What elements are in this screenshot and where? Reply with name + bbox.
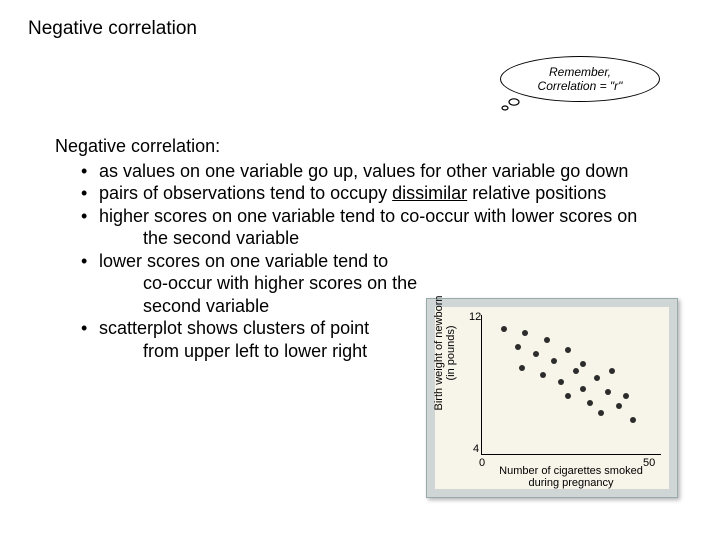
xlabel-line2: during pregnancy xyxy=(528,477,613,489)
ytick-min: 4 xyxy=(473,443,479,455)
scatter-dot xyxy=(598,410,604,416)
ylabel-line2: (in pounds) xyxy=(445,325,457,380)
xlabel-line1: Number of cigarettes smoked xyxy=(499,465,643,477)
bubble-line2: Correlation = "r" xyxy=(538,79,623,93)
scatter-dot xyxy=(519,365,525,371)
scatter-dot xyxy=(609,368,615,374)
list-item: as values on one variable go up, values … xyxy=(81,160,690,183)
scatter-dot xyxy=(616,403,622,409)
page-title: Negative correlation xyxy=(0,0,720,40)
bullet-underline: dissimilar xyxy=(392,183,467,203)
chart-inner: Birth weight of newborn(in pounds) 12 4 … xyxy=(435,307,669,489)
plot-area xyxy=(481,315,661,455)
reminder-bubble: Remember, Correlation = "r" xyxy=(500,56,660,102)
bullet-text: as values on one variable go up, values … xyxy=(99,161,628,181)
scatter-dot xyxy=(522,330,528,336)
bullet-text: scatterplot shows clusters of point xyxy=(99,318,369,338)
scatter-chart: Birth weight of newborn(in pounds) 12 4 … xyxy=(426,298,678,498)
scatter-dot xyxy=(558,379,564,385)
bullet-text: lower scores on one variable tend to xyxy=(99,251,388,271)
scatter-dot xyxy=(544,337,550,343)
list-item: higher scores on one variable tend to co… xyxy=(81,205,690,250)
scatter-dot xyxy=(551,358,557,364)
scatter-dot xyxy=(501,326,507,332)
scatter-dot xyxy=(565,347,571,353)
subheading: Negative correlation: xyxy=(55,135,690,158)
bubble-line1: Remember, xyxy=(549,65,611,79)
bullet-text: relative positions xyxy=(467,183,606,203)
x-axis-label: Number of cigarettes smoked during pregn… xyxy=(481,465,661,489)
list-item: pairs of observations tend to occupy dis… xyxy=(81,182,690,205)
ytick-max: 12 xyxy=(469,311,481,323)
scatter-dot xyxy=(540,372,546,378)
bullet-cont: co-occur with higher scores on the xyxy=(99,272,690,295)
bullet-text: higher scores on one variable tend to co… xyxy=(99,206,637,226)
ylabel-line1: Birth weight of newborn xyxy=(433,296,445,411)
bullet-cont: the second variable xyxy=(99,227,690,250)
bubble-tail-icon xyxy=(500,98,520,112)
scatter-dot xyxy=(580,361,586,367)
scatter-dot xyxy=(573,368,579,374)
scatter-dot xyxy=(533,351,539,357)
scatter-dot xyxy=(605,389,611,395)
scatter-dot xyxy=(515,344,521,350)
scatter-dot xyxy=(587,400,593,406)
scatter-dot xyxy=(630,417,636,423)
scatter-dot xyxy=(623,393,629,399)
scatter-dot xyxy=(594,375,600,381)
bullet-text: pairs of observations tend to occupy xyxy=(99,183,392,203)
scatter-dot xyxy=(565,393,571,399)
scatter-dot xyxy=(580,386,586,392)
